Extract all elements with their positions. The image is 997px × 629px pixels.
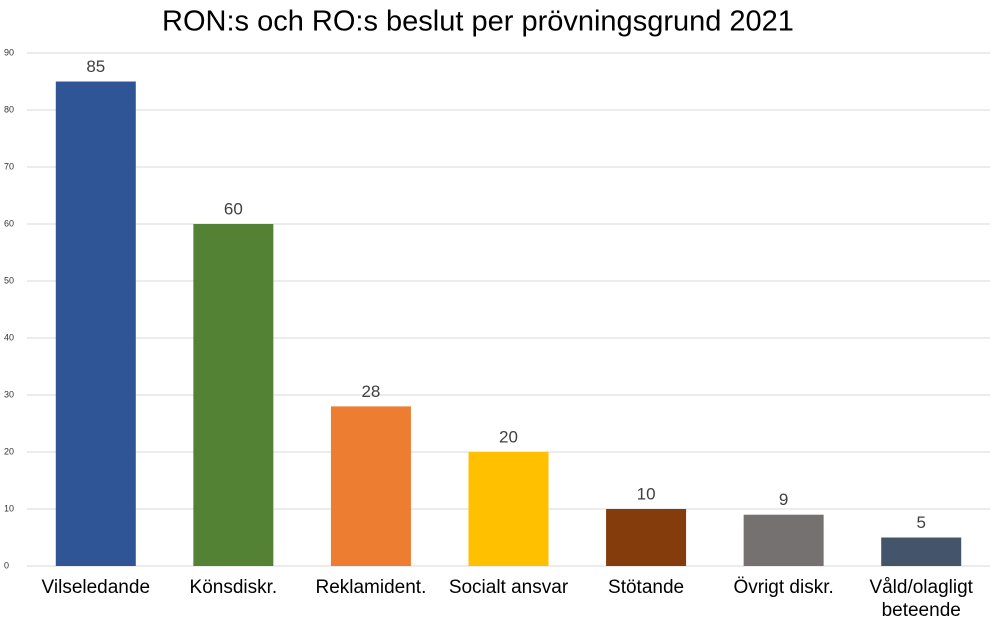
x-tick-label: Socialt ansvar: [448, 577, 569, 598]
x-tick-label: Reklamident.: [315, 577, 427, 598]
x-tick-label: Stötande: [608, 577, 685, 598]
data-label: 5: [916, 513, 925, 532]
y-tick-label: 20: [4, 446, 14, 456]
bar: [881, 537, 962, 566]
bar: [193, 224, 274, 566]
y-tick-label: 80: [4, 104, 14, 114]
y-tick-label: 50: [4, 275, 14, 285]
bar: [55, 81, 136, 566]
y-tick-label: 10: [4, 503, 14, 513]
y-tick-label: 60: [4, 218, 14, 228]
y-tick-label: 70: [4, 161, 14, 171]
bar: [468, 452, 549, 566]
y-tick-label: 30: [4, 389, 14, 399]
data-label: 20: [499, 427, 518, 446]
bar: [330, 406, 411, 566]
data-label: 9: [779, 490, 788, 509]
chart-title: RON:s och RO:s beslut per prövningsgrund…: [162, 6, 794, 38]
data-label: 85: [86, 57, 105, 76]
x-tick-label: Vilseledande: [41, 577, 151, 598]
data-label: 60: [224, 199, 243, 218]
data-label: 28: [361, 382, 380, 401]
y-tick-label: 90: [4, 47, 14, 57]
bar: [743, 514, 824, 566]
bar: [606, 509, 687, 566]
x-tick-label: Könsdiskr.: [189, 577, 278, 598]
data-label: 10: [637, 484, 656, 503]
y-tick-label: 40: [4, 332, 14, 342]
x-tick-label: Övrigt diskr.: [733, 577, 834, 598]
x-tick-label: Våld/olagligt beteende: [869, 577, 973, 621]
y-tick-label: 0: [4, 560, 9, 570]
